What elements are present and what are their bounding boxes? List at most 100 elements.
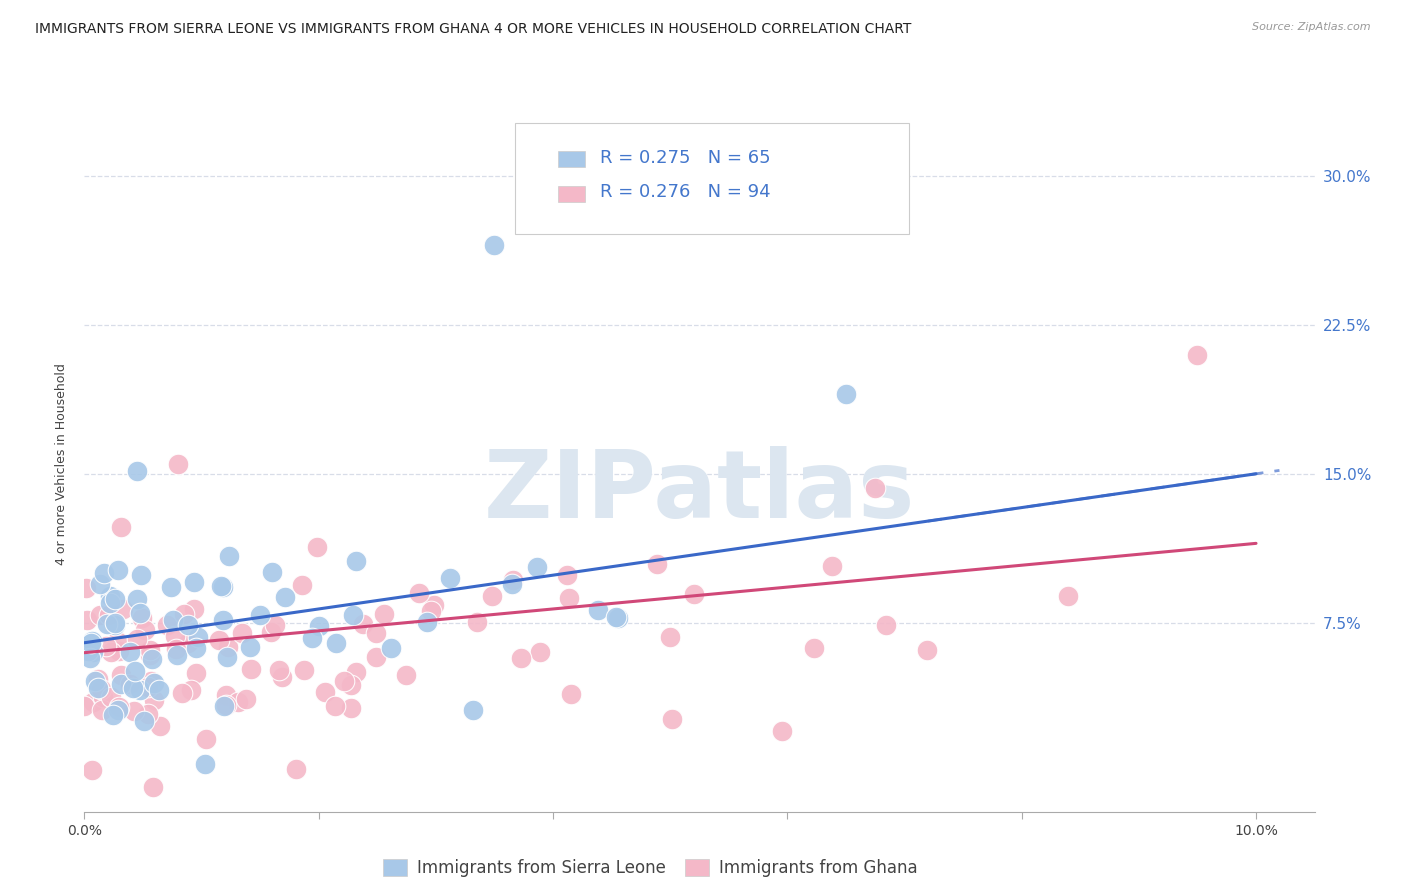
Point <box>136 680 159 694</box>
Point <box>509 650 531 665</box>
Point <box>314 685 336 699</box>
Point <box>142 780 165 794</box>
Point <box>125 591 148 606</box>
Point <box>439 571 461 585</box>
Point <box>76 644 98 658</box>
Point <box>194 757 217 772</box>
Point <box>770 724 793 739</box>
Point <box>104 591 127 606</box>
Point <box>101 707 124 722</box>
Point <box>558 591 581 605</box>
Point <box>80 634 103 648</box>
Point <box>124 665 146 679</box>
Text: ZIPatlas: ZIPatlas <box>484 446 915 538</box>
Point <box>212 580 235 594</box>
Point <box>142 675 165 690</box>
Point <box>645 557 668 571</box>
Point <box>183 602 205 616</box>
Point <box>139 648 162 662</box>
Point <box>131 611 153 625</box>
Point <box>555 567 578 582</box>
Point <box>107 700 129 714</box>
Point <box>423 599 446 613</box>
Point <box>83 674 105 689</box>
Point <box>249 608 271 623</box>
Y-axis label: 4 or more Vehicles in Household: 4 or more Vehicles in Household <box>55 363 69 565</box>
Point <box>79 650 101 665</box>
Text: R = 0.276   N = 94: R = 0.276 N = 94 <box>600 184 770 202</box>
Point <box>139 642 162 657</box>
Text: Source: ZipAtlas.com: Source: ZipAtlas.com <box>1253 22 1371 32</box>
Point <box>366 649 388 664</box>
Text: IMMIGRANTS FROM SIERRA LEONE VS IMMIGRANTS FROM GHANA 4 OR MORE VEHICLES IN HOUS: IMMIGRANTS FROM SIERRA LEONE VS IMMIGRAN… <box>35 22 911 37</box>
Point <box>285 762 308 776</box>
Point <box>90 681 112 696</box>
Point <box>100 645 122 659</box>
Point <box>214 698 236 713</box>
Point <box>134 623 156 637</box>
Point <box>128 682 150 697</box>
Point <box>231 626 253 640</box>
Point <box>332 673 354 688</box>
Point <box>323 698 346 713</box>
Point <box>212 613 235 627</box>
Point <box>342 607 364 622</box>
Point <box>163 629 186 643</box>
Point <box>76 613 98 627</box>
Point <box>526 560 548 574</box>
Point <box>607 611 630 625</box>
Point <box>162 613 184 627</box>
Point <box>364 625 387 640</box>
Point <box>110 520 132 534</box>
Point <box>148 682 170 697</box>
Point <box>586 603 609 617</box>
Point <box>108 644 131 658</box>
Point <box>658 630 681 644</box>
Point <box>307 541 329 555</box>
Point <box>104 618 127 632</box>
Point <box>395 667 418 681</box>
Point <box>340 701 363 715</box>
Point <box>167 457 190 471</box>
Point <box>408 586 430 600</box>
Point <box>142 693 165 707</box>
Point <box>420 604 443 618</box>
Point <box>136 707 159 722</box>
Point <box>166 648 188 662</box>
Point <box>134 714 156 728</box>
Point <box>184 666 207 681</box>
Point <box>661 712 683 726</box>
Point <box>461 703 484 717</box>
Legend: Immigrants from Sierra Leone, Immigrants from Ghana: Immigrants from Sierra Leone, Immigrants… <box>377 852 924 883</box>
Point <box>118 645 141 659</box>
Point <box>170 686 193 700</box>
FancyBboxPatch shape <box>558 186 585 202</box>
Point <box>149 719 172 733</box>
Point <box>821 558 844 573</box>
Point <box>125 464 148 478</box>
Point <box>94 639 117 653</box>
Point <box>863 481 886 495</box>
Point <box>121 681 143 695</box>
Point <box>240 662 263 676</box>
Point <box>226 695 249 709</box>
Point <box>465 615 488 630</box>
Point <box>502 573 524 587</box>
Point <box>105 633 128 648</box>
Point <box>373 607 395 621</box>
Point <box>481 589 503 603</box>
Point <box>98 596 121 610</box>
Point <box>835 387 858 401</box>
Point <box>267 663 290 677</box>
Point <box>208 632 231 647</box>
Point <box>139 673 162 688</box>
Point <box>803 641 825 656</box>
Point <box>107 703 129 717</box>
Point <box>209 579 232 593</box>
Point <box>141 651 163 665</box>
Point <box>529 645 551 659</box>
Point <box>107 563 129 577</box>
Point <box>165 641 187 656</box>
Point <box>301 631 323 645</box>
Point <box>215 650 238 665</box>
